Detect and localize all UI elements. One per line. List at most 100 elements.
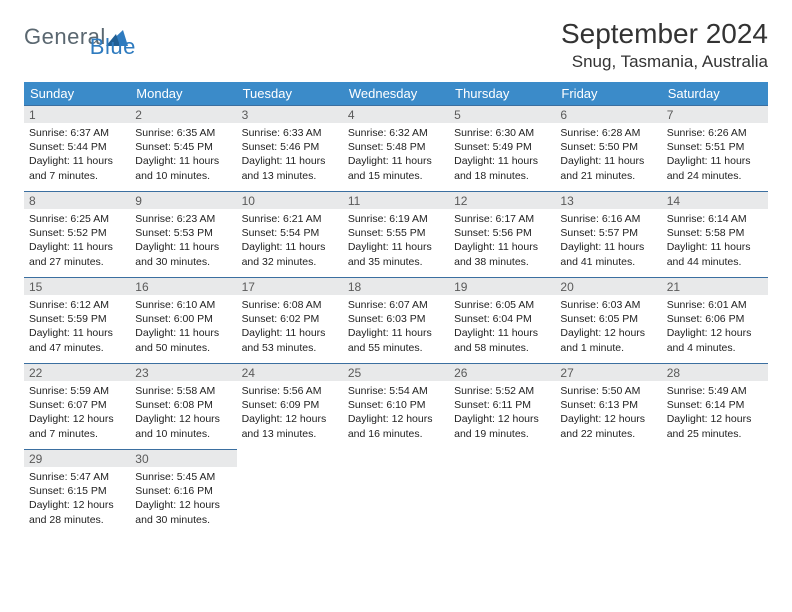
day-details: Sunrise: 6:37 AMSunset: 5:44 PMDaylight:… bbox=[24, 123, 130, 183]
day-cell: 7Sunrise: 6:26 AMSunset: 5:51 PMDaylight… bbox=[662, 105, 768, 191]
day-details: Sunrise: 5:45 AMSunset: 6:16 PMDaylight:… bbox=[130, 467, 236, 527]
calendar-day-cell bbox=[555, 449, 661, 535]
day-details: Sunrise: 6:05 AMSunset: 6:04 PMDaylight:… bbox=[449, 295, 555, 355]
sunset-line: Sunset: 5:52 PM bbox=[29, 226, 125, 240]
day-details: Sunrise: 5:47 AMSunset: 6:15 PMDaylight:… bbox=[24, 467, 130, 527]
sunrise-line: Sunrise: 6:08 AM bbox=[242, 298, 338, 312]
day-details: Sunrise: 6:25 AMSunset: 5:52 PMDaylight:… bbox=[24, 209, 130, 269]
day-cell: 22Sunrise: 5:59 AMSunset: 6:07 PMDayligh… bbox=[24, 363, 130, 449]
calendar-day-cell: 19Sunrise: 6:05 AMSunset: 6:04 PMDayligh… bbox=[449, 277, 555, 363]
day-cell: 26Sunrise: 5:52 AMSunset: 6:11 PMDayligh… bbox=[449, 363, 555, 449]
day-cell: 4Sunrise: 6:32 AMSunset: 5:48 PMDaylight… bbox=[343, 105, 449, 191]
daylight-line: Daylight: 12 hours and 19 minutes. bbox=[454, 412, 550, 440]
sunset-line: Sunset: 5:59 PM bbox=[29, 312, 125, 326]
day-details: Sunrise: 6:12 AMSunset: 5:59 PMDaylight:… bbox=[24, 295, 130, 355]
calendar-day-cell: 16Sunrise: 6:10 AMSunset: 6:00 PMDayligh… bbox=[130, 277, 236, 363]
day-number: 20 bbox=[555, 277, 661, 295]
sunrise-line: Sunrise: 6:25 AM bbox=[29, 212, 125, 226]
day-details: Sunrise: 6:16 AMSunset: 5:57 PMDaylight:… bbox=[555, 209, 661, 269]
daylight-line: Daylight: 11 hours and 44 minutes. bbox=[667, 240, 763, 268]
day-number: 18 bbox=[343, 277, 449, 295]
sunset-line: Sunset: 5:51 PM bbox=[667, 140, 763, 154]
day-number: 11 bbox=[343, 191, 449, 209]
sunrise-line: Sunrise: 6:14 AM bbox=[667, 212, 763, 226]
calendar-day-cell: 1Sunrise: 6:37 AMSunset: 5:44 PMDaylight… bbox=[24, 105, 130, 191]
day-cell: 5Sunrise: 6:30 AMSunset: 5:49 PMDaylight… bbox=[449, 105, 555, 191]
sunset-line: Sunset: 5:56 PM bbox=[454, 226, 550, 240]
day-details: Sunrise: 5:49 AMSunset: 6:14 PMDaylight:… bbox=[662, 381, 768, 441]
daylight-line: Daylight: 12 hours and 4 minutes. bbox=[667, 326, 763, 354]
calendar-day-cell: 12Sunrise: 6:17 AMSunset: 5:56 PMDayligh… bbox=[449, 191, 555, 277]
sunrise-line: Sunrise: 6:21 AM bbox=[242, 212, 338, 226]
day-number: 6 bbox=[555, 105, 661, 123]
day-details: Sunrise: 5:59 AMSunset: 6:07 PMDaylight:… bbox=[24, 381, 130, 441]
day-number: 2 bbox=[130, 105, 236, 123]
sunset-line: Sunset: 6:09 PM bbox=[242, 398, 338, 412]
sunrise-line: Sunrise: 6:28 AM bbox=[560, 126, 656, 140]
calendar-day-cell: 25Sunrise: 5:54 AMSunset: 6:10 PMDayligh… bbox=[343, 363, 449, 449]
daylight-line: Daylight: 11 hours and 38 minutes. bbox=[454, 240, 550, 268]
calendar-day-cell: 29Sunrise: 5:47 AMSunset: 6:15 PMDayligh… bbox=[24, 449, 130, 535]
calendar-day-cell: 2Sunrise: 6:35 AMSunset: 5:45 PMDaylight… bbox=[130, 105, 236, 191]
sunset-line: Sunset: 6:04 PM bbox=[454, 312, 550, 326]
empty-cell bbox=[343, 449, 449, 535]
sunset-line: Sunset: 6:07 PM bbox=[29, 398, 125, 412]
sunrise-line: Sunrise: 6:19 AM bbox=[348, 212, 444, 226]
sunrise-line: Sunrise: 5:52 AM bbox=[454, 384, 550, 398]
day-details: Sunrise: 6:17 AMSunset: 5:56 PMDaylight:… bbox=[449, 209, 555, 269]
weekday-header: Thursday bbox=[449, 82, 555, 105]
calendar-day-cell: 9Sunrise: 6:23 AMSunset: 5:53 PMDaylight… bbox=[130, 191, 236, 277]
day-cell: 12Sunrise: 6:17 AMSunset: 5:56 PMDayligh… bbox=[449, 191, 555, 277]
day-details: Sunrise: 5:56 AMSunset: 6:09 PMDaylight:… bbox=[237, 381, 343, 441]
calendar-day-cell: 11Sunrise: 6:19 AMSunset: 5:55 PMDayligh… bbox=[343, 191, 449, 277]
daylight-line: Daylight: 11 hours and 21 minutes. bbox=[560, 154, 656, 182]
calendar-week-row: 15Sunrise: 6:12 AMSunset: 5:59 PMDayligh… bbox=[24, 277, 768, 363]
sunset-line: Sunset: 5:49 PM bbox=[454, 140, 550, 154]
day-cell: 6Sunrise: 6:28 AMSunset: 5:50 PMDaylight… bbox=[555, 105, 661, 191]
sunrise-line: Sunrise: 6:12 AM bbox=[29, 298, 125, 312]
calendar-day-cell: 8Sunrise: 6:25 AMSunset: 5:52 PMDaylight… bbox=[24, 191, 130, 277]
calendar-day-cell: 5Sunrise: 6:30 AMSunset: 5:49 PMDaylight… bbox=[449, 105, 555, 191]
day-cell: 16Sunrise: 6:10 AMSunset: 6:00 PMDayligh… bbox=[130, 277, 236, 363]
daylight-line: Daylight: 11 hours and 27 minutes. bbox=[29, 240, 125, 268]
sunrise-line: Sunrise: 5:45 AM bbox=[135, 470, 231, 484]
calendar-day-cell: 23Sunrise: 5:58 AMSunset: 6:08 PMDayligh… bbox=[130, 363, 236, 449]
day-cell: 11Sunrise: 6:19 AMSunset: 5:55 PMDayligh… bbox=[343, 191, 449, 277]
calendar-day-cell: 6Sunrise: 6:28 AMSunset: 5:50 PMDaylight… bbox=[555, 105, 661, 191]
calendar-day-cell: 10Sunrise: 6:21 AMSunset: 5:54 PMDayligh… bbox=[237, 191, 343, 277]
sunrise-line: Sunrise: 6:26 AM bbox=[667, 126, 763, 140]
day-details: Sunrise: 6:14 AMSunset: 5:58 PMDaylight:… bbox=[662, 209, 768, 269]
day-number: 26 bbox=[449, 363, 555, 381]
calendar-day-cell bbox=[449, 449, 555, 535]
calendar-week-row: 1Sunrise: 6:37 AMSunset: 5:44 PMDaylight… bbox=[24, 105, 768, 191]
day-cell: 27Sunrise: 5:50 AMSunset: 6:13 PMDayligh… bbox=[555, 363, 661, 449]
calendar-day-cell: 24Sunrise: 5:56 AMSunset: 6:09 PMDayligh… bbox=[237, 363, 343, 449]
day-cell: 14Sunrise: 6:14 AMSunset: 5:58 PMDayligh… bbox=[662, 191, 768, 277]
sunset-line: Sunset: 6:10 PM bbox=[348, 398, 444, 412]
sunset-line: Sunset: 6:14 PM bbox=[667, 398, 763, 412]
sunrise-line: Sunrise: 5:59 AM bbox=[29, 384, 125, 398]
sunrise-line: Sunrise: 6:17 AM bbox=[454, 212, 550, 226]
calendar-week-row: 8Sunrise: 6:25 AMSunset: 5:52 PMDaylight… bbox=[24, 191, 768, 277]
day-details: Sunrise: 6:19 AMSunset: 5:55 PMDaylight:… bbox=[343, 209, 449, 269]
page-header: General Blue September 2024 Snug, Tasman… bbox=[24, 18, 768, 72]
sunrise-line: Sunrise: 5:58 AM bbox=[135, 384, 231, 398]
day-number: 5 bbox=[449, 105, 555, 123]
day-details: Sunrise: 5:54 AMSunset: 6:10 PMDaylight:… bbox=[343, 381, 449, 441]
calendar-day-cell: 27Sunrise: 5:50 AMSunset: 6:13 PMDayligh… bbox=[555, 363, 661, 449]
calendar-day-cell: 14Sunrise: 6:14 AMSunset: 5:58 PMDayligh… bbox=[662, 191, 768, 277]
day-details: Sunrise: 5:50 AMSunset: 6:13 PMDaylight:… bbox=[555, 381, 661, 441]
sunrise-line: Sunrise: 6:16 AM bbox=[560, 212, 656, 226]
daylight-line: Daylight: 11 hours and 7 minutes. bbox=[29, 154, 125, 182]
daylight-line: Daylight: 11 hours and 53 minutes. bbox=[242, 326, 338, 354]
day-cell: 25Sunrise: 5:54 AMSunset: 6:10 PMDayligh… bbox=[343, 363, 449, 449]
daylight-line: Daylight: 11 hours and 30 minutes. bbox=[135, 240, 231, 268]
day-cell: 30Sunrise: 5:45 AMSunset: 6:16 PMDayligh… bbox=[130, 449, 236, 535]
daylight-line: Daylight: 11 hours and 18 minutes. bbox=[454, 154, 550, 182]
daylight-line: Daylight: 12 hours and 22 minutes. bbox=[560, 412, 656, 440]
day-cell: 29Sunrise: 5:47 AMSunset: 6:15 PMDayligh… bbox=[24, 449, 130, 535]
daylight-line: Daylight: 11 hours and 10 minutes. bbox=[135, 154, 231, 182]
logo: General Blue bbox=[24, 18, 178, 50]
sunset-line: Sunset: 5:54 PM bbox=[242, 226, 338, 240]
sunset-line: Sunset: 5:55 PM bbox=[348, 226, 444, 240]
